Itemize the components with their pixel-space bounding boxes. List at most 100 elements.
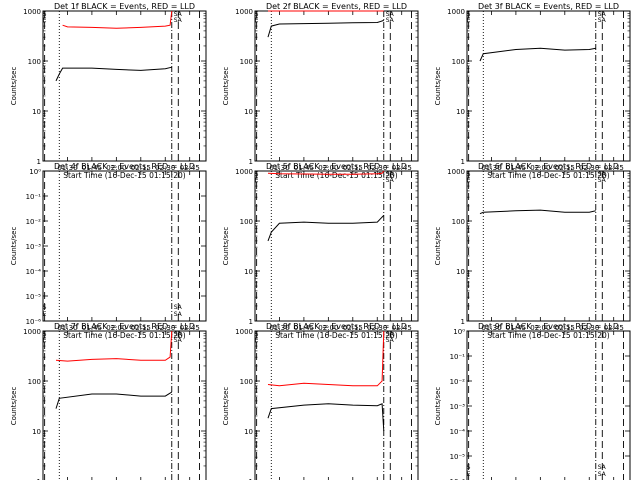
y-axis-label: Counts/sec	[222, 387, 230, 426]
y-axis-label: Counts/sec	[10, 67, 18, 106]
y-tick-label: 10⁻¹	[450, 353, 466, 361]
y-tick-label: 1000	[235, 168, 253, 176]
x-tick-label: 02:15	[555, 324, 575, 332]
corner-label-s: S	[43, 304, 47, 311]
plot-frame	[466, 170, 631, 322]
corner-label-s: S	[467, 464, 471, 471]
x-tick-label: 01:30	[269, 324, 289, 332]
y-tick-label: 10	[456, 108, 465, 116]
corner-label-e: E	[467, 17, 471, 24]
y-tick-label: 10⁻²	[450, 378, 466, 386]
events-series-line	[267, 403, 385, 432]
plot-frame	[42, 170, 207, 322]
corner-label-e: E	[255, 337, 259, 344]
y-tick-label: 1	[461, 158, 465, 166]
x-axis-label: Start Time (16-Dec-15 01:15:20)	[275, 331, 397, 340]
corner-label-sa: SA	[598, 171, 607, 178]
lld-series-line	[267, 330, 385, 387]
corner-label-sa: SA	[386, 337, 395, 344]
x-tick-label: 01:45	[294, 164, 314, 172]
x-tick-label: 02:00	[530, 164, 550, 172]
y-tick-label: 1	[249, 318, 253, 326]
x-tick-label: 01:45	[82, 324, 102, 332]
chart-title: Det 6f BLACK = Events, RED = LLD	[478, 162, 619, 171]
events-series-line	[267, 19, 384, 38]
x-tick-label: 01:30	[57, 164, 77, 172]
corner-label-s: S	[467, 171, 471, 178]
y-tick-label: 10	[244, 268, 253, 276]
corner-label-sa: SA	[174, 311, 183, 318]
chart-title: Det 5f BLACK = Events, RED = LLD	[266, 162, 407, 171]
y-axis-label: Counts/sec	[434, 227, 442, 266]
y-tick-label: 1	[37, 478, 41, 480]
corner-label-s: S	[255, 171, 259, 178]
x-tick-label: 02:45	[392, 324, 412, 332]
corner-label-sa: SA	[386, 171, 395, 178]
chart-title: Det 4f BLACK = Events, RED = LLD	[54, 162, 195, 171]
events-series-line	[267, 214, 385, 242]
corner-label-sa: SA	[598, 11, 607, 18]
corner-label-e: E	[43, 17, 47, 24]
y-tick-label: 1	[37, 158, 41, 166]
y-tick-label: 10⁻⁴	[26, 268, 42, 276]
corner-label-sa: SA	[386, 11, 395, 18]
chart-title: Det 9f BLACK = Events, RED = LLD	[478, 322, 619, 331]
y-tick-label: 100	[240, 378, 253, 386]
x-tick-label: 01:30	[269, 164, 289, 172]
lld-series-line	[62, 10, 173, 29]
x-tick-label: 02:45	[604, 164, 624, 172]
y-tick-label: 1000	[235, 328, 253, 336]
y-tick-label: 10	[32, 428, 41, 436]
y-tick-label: 10	[456, 268, 465, 276]
x-tick-label: 02:30	[155, 164, 175, 172]
plot-frame	[254, 330, 419, 480]
corner-label-sa: SA	[598, 471, 607, 478]
corner-label-s: S	[255, 331, 259, 338]
y-tick-label: 100	[28, 378, 41, 386]
plot-frame	[466, 330, 631, 480]
y-tick-label: 100	[452, 218, 465, 226]
corner-label-s: S	[43, 331, 47, 338]
x-tick-label: 01:30	[57, 324, 77, 332]
corner-label-sa: SA	[598, 464, 607, 471]
corner-label-sa: SA	[174, 331, 183, 338]
corner-label-e: E	[43, 311, 47, 318]
corner-label-s: S	[43, 11, 47, 18]
y-tick-label: 100	[240, 218, 253, 226]
y-tick-label: 1	[249, 478, 253, 480]
y-tick-label: 10	[244, 428, 253, 436]
chart-title: Det 8f BLACK = Events, RED = LLD	[266, 322, 407, 331]
y-tick-label: 1000	[235, 8, 253, 16]
y-tick-label: 10⁻⁶	[450, 478, 466, 480]
plot-frame	[466, 10, 631, 162]
x-tick-label: 02:00	[318, 324, 338, 332]
y-tick-label: 1000	[447, 8, 465, 16]
x-tick-label: 02:30	[367, 164, 387, 172]
chart-title: Det 3f BLACK = Events, RED = LLD	[478, 2, 619, 11]
x-tick-label: 01:45	[294, 324, 314, 332]
y-tick-label: 1	[249, 158, 253, 166]
corner-label-sa: SA	[598, 17, 607, 24]
y-tick-label: 10⁻¹	[26, 193, 42, 201]
x-axis-label: Start Time (16-Dec-15 01:15:20)	[275, 171, 397, 180]
y-axis-label: Counts/sec	[10, 387, 18, 426]
y-tick-label: 1000	[23, 8, 41, 16]
x-tick-label: 02:00	[106, 324, 126, 332]
x-axis-label: Start Time (16-Dec-15 01:15:20)	[63, 171, 185, 180]
corner-label-e: E	[255, 177, 259, 184]
y-tick-label: 100	[452, 58, 465, 66]
corner-label-sa: SA	[386, 177, 395, 184]
chart-title: Det 7f BLACK = Events, RED = LLD	[54, 322, 195, 331]
x-tick-label: 02:15	[131, 164, 151, 172]
y-tick-label: 1000	[23, 328, 41, 336]
corner-label-sa: SA	[174, 11, 183, 18]
x-tick-label: 02:45	[180, 324, 200, 332]
x-tick-label: 01:45	[506, 164, 526, 172]
x-tick-label: 02:00	[318, 164, 338, 172]
y-tick-label: 10	[32, 108, 41, 116]
y-axis-label: Counts/sec	[222, 227, 230, 266]
